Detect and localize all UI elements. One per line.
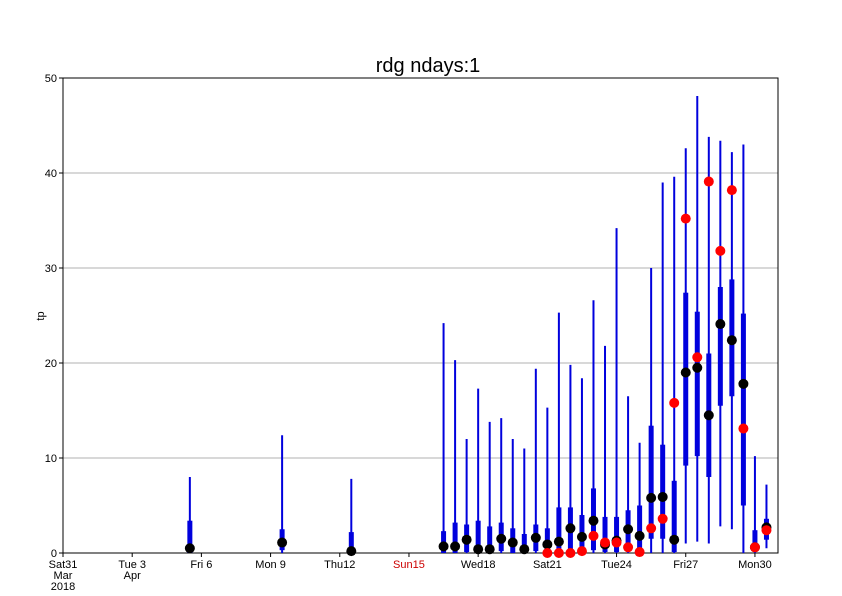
box-iqr [637, 505, 643, 551]
box-iqr [740, 313, 746, 506]
box-iqr [660, 444, 666, 539]
median-point [184, 543, 195, 554]
box-iqr [487, 526, 493, 553]
median-point [646, 492, 657, 503]
observed-point [703, 176, 714, 187]
median-point [576, 531, 587, 542]
y-axis: 0 10 20 30 40 50 [45, 73, 63, 560]
y-axis-label: tp [35, 311, 47, 320]
box-iqr [556, 507, 562, 553]
observed-point [553, 548, 564, 558]
observed-series [542, 176, 772, 558]
median-point [473, 544, 484, 555]
observed-point [542, 548, 553, 558]
median-point [657, 491, 668, 502]
observed-point [680, 213, 691, 224]
observed-point [761, 525, 772, 536]
median-point [438, 541, 449, 552]
observed-point [623, 542, 634, 553]
x-tick-label: Tue24 [601, 559, 632, 571]
y-tick-label: 40 [45, 168, 57, 180]
y-tick-label: 50 [45, 73, 57, 85]
median-point [588, 515, 599, 526]
chart-title: rdg ndays:1 [376, 55, 481, 77]
box-iqr [521, 534, 527, 553]
observed-point [692, 352, 703, 363]
median-point [346, 546, 357, 557]
plot-frame [62, 77, 779, 554]
x-tick-label: Thu12 [324, 559, 355, 571]
observed-point [726, 185, 737, 196]
box-iqr [614, 516, 620, 553]
median-point [507, 537, 518, 548]
x-tick-label: Wed18 [461, 559, 496, 571]
median-series [184, 319, 772, 557]
observed-point [715, 245, 726, 256]
x-tick-label: Fri 6 [190, 559, 212, 571]
x-tick-label: Mon 9 [255, 559, 286, 571]
observed-point [600, 537, 611, 548]
observed-point [657, 513, 668, 524]
median-point [738, 378, 749, 389]
x-tick-label: Sat31 Mar 2018 [49, 559, 78, 593]
observed-point [669, 397, 680, 408]
median-point [484, 544, 495, 555]
observed-point [749, 542, 760, 553]
observed-point [738, 423, 749, 434]
median-point [530, 532, 541, 543]
median-point [542, 539, 553, 550]
box-iqr [717, 287, 723, 406]
box-iqr [752, 530, 758, 552]
observed-point [611, 537, 622, 548]
box-iqr [348, 532, 354, 553]
grid-lines [63, 172, 778, 459]
box-iqr [602, 516, 608, 553]
x-tick-label: Sun15 [393, 559, 425, 571]
median-point [461, 534, 472, 545]
box-iqr [648, 425, 654, 539]
median-point [565, 523, 576, 534]
box-iqr [452, 522, 458, 553]
median-point [277, 537, 288, 548]
median-point [703, 410, 714, 421]
median-point [680, 367, 691, 378]
box-iqr [187, 520, 193, 553]
observed-point [634, 547, 645, 558]
y-tick-label: 10 [45, 453, 57, 465]
x-tick-label: Mon30 [738, 559, 772, 571]
x-tick-label: Sat21 [533, 559, 562, 571]
x-tick-label: Tue 3 Apr [118, 559, 146, 582]
y-tick-label: 20 [45, 358, 57, 370]
box-iqr [694, 311, 700, 457]
median-point [715, 319, 726, 330]
box-iqr [683, 292, 689, 466]
observed-point [576, 546, 587, 557]
x-tick-label: Fri27 [673, 559, 698, 571]
box-iqr [475, 520, 481, 553]
observed-point [646, 523, 657, 534]
median-point [623, 524, 634, 535]
median-point [553, 536, 564, 547]
x-axis: Sat31 Mar 2018 Tue 3 Apr Fri 6 Mon 9 Thu12 Sun15… [49, 553, 772, 593]
median-point [692, 362, 703, 373]
y-tick-label: 0 [51, 548, 57, 560]
median-point [669, 534, 680, 545]
box-series [187, 96, 769, 553]
median-point [496, 533, 507, 544]
box-iqr [671, 480, 677, 553]
median-point [519, 544, 530, 555]
median-point [726, 335, 737, 346]
observed-point [588, 530, 599, 541]
median-point [634, 530, 645, 541]
y-tick-label: 30 [45, 263, 57, 275]
observed-point [565, 548, 576, 558]
median-point [450, 541, 461, 552]
